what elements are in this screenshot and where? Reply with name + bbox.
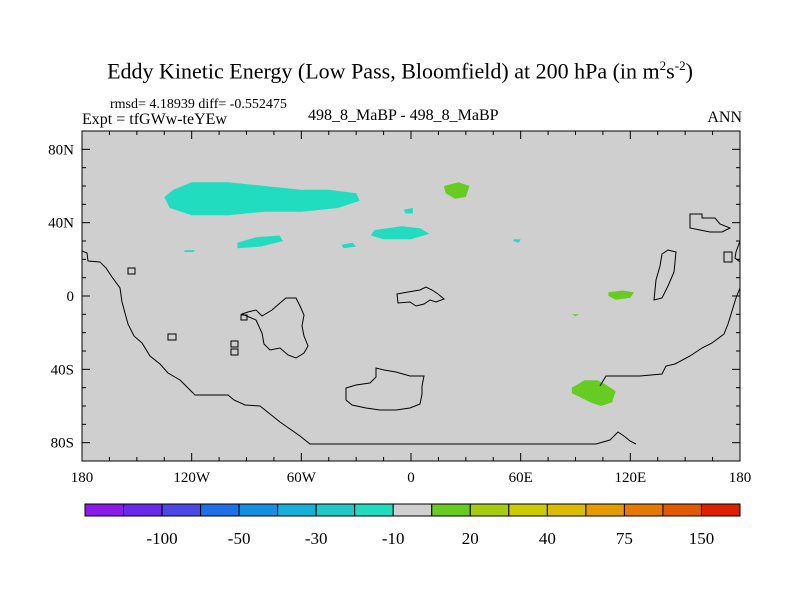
anomaly-region bbox=[184, 250, 196, 252]
colorbar-label: -10 bbox=[382, 529, 405, 548]
x-tick-label: 60W bbox=[287, 470, 317, 486]
colorbar-label: -30 bbox=[305, 529, 328, 548]
experiment-label: Expt = tfGWw-teYEw bbox=[82, 111, 227, 128]
coastline-americas-west bbox=[81, 250, 637, 445]
x-tick-label: 180 bbox=[729, 470, 752, 486]
colorbar-box bbox=[277, 503, 317, 517]
colorbar-box bbox=[238, 503, 279, 517]
landmass-africa bbox=[240, 297, 309, 359]
axis-tick-labels: 180 120W 60W 0 60E 120E 180 80N 40N 0 40S 80S bbox=[48, 142, 751, 486]
anomaly-region bbox=[370, 226, 430, 240]
x-tick-label: 120E bbox=[614, 470, 646, 486]
colorbar-box bbox=[431, 503, 471, 517]
anomaly-region bbox=[513, 239, 521, 243]
colorbar-box bbox=[123, 503, 163, 517]
colorbar-box bbox=[662, 503, 702, 517]
colorbar-label: -100 bbox=[146, 529, 177, 548]
anomaly-region bbox=[403, 208, 413, 214]
colorbar-box bbox=[161, 503, 202, 517]
plot-background bbox=[82, 131, 740, 461]
anomaly-region bbox=[443, 182, 470, 199]
colorbar-box bbox=[200, 503, 240, 517]
colorbar-box bbox=[392, 503, 433, 517]
colorbar-box bbox=[84, 503, 125, 517]
stats-text: rmsd= 4.18939 diff= -0.552475 bbox=[110, 97, 287, 112]
chart-title: Eddy Kinetic Energy (Low Pass, Bloomfiel… bbox=[107, 58, 693, 84]
anomaly-region bbox=[608, 290, 634, 300]
colorbar-label: 150 bbox=[689, 529, 715, 548]
small-island bbox=[127, 267, 136, 275]
colorbar-box bbox=[585, 503, 625, 517]
axis-ticks bbox=[81, 130, 741, 462]
season-label: ANN bbox=[707, 109, 742, 126]
colorbar-label: 75 bbox=[616, 529, 633, 548]
colorbar-label: -50 bbox=[228, 529, 251, 548]
colorbar-box bbox=[354, 503, 394, 517]
colorbar-box bbox=[700, 503, 741, 517]
anomaly-regions bbox=[164, 182, 634, 406]
x-tick-label: 60E bbox=[509, 470, 533, 486]
coastline-europe-asia bbox=[734, 240, 741, 263]
landmass-antarctic-island bbox=[345, 367, 425, 411]
small-island bbox=[723, 251, 733, 263]
anomaly-region bbox=[341, 242, 357, 249]
small-island bbox=[230, 348, 239, 356]
colorbar-box bbox=[623, 503, 664, 517]
anomaly-region bbox=[164, 182, 360, 216]
colorbar-label: 40 bbox=[539, 529, 556, 548]
landmass-maritime bbox=[653, 249, 677, 301]
y-tick-label: 0 bbox=[67, 289, 75, 305]
colorbar-box bbox=[508, 503, 548, 517]
anomaly-region bbox=[571, 314, 580, 317]
small-island bbox=[167, 333, 177, 341]
y-tick-label: 80N bbox=[48, 142, 74, 158]
x-tick-label: 120W bbox=[173, 470, 211, 486]
colorbar-box bbox=[546, 503, 587, 517]
case-label: 498_8_MaBP - 498_8_MaBP bbox=[308, 107, 499, 124]
landmass-pacific-island bbox=[396, 286, 445, 307]
anomaly-region bbox=[237, 235, 284, 249]
colorbar: -100 -50 -30 -10 20 40 75 150 bbox=[84, 503, 741, 548]
small-island bbox=[240, 314, 248, 321]
small-island bbox=[230, 340, 239, 348]
x-tick-label: 0 bbox=[407, 470, 415, 486]
anomaly-region bbox=[571, 380, 616, 406]
colorbar-box bbox=[315, 503, 356, 517]
colorbar-box bbox=[469, 503, 510, 517]
colorbar-label: 20 bbox=[462, 529, 479, 548]
landmass-northeast bbox=[689, 213, 732, 233]
coastlines bbox=[81, 213, 741, 445]
y-tick-label: 80S bbox=[51, 436, 74, 452]
coastline-australia-east bbox=[599, 287, 741, 387]
y-tick-label: 40N bbox=[48, 216, 74, 232]
y-tick-label: 40S bbox=[51, 362, 74, 378]
x-tick-label: 180 bbox=[71, 470, 94, 486]
